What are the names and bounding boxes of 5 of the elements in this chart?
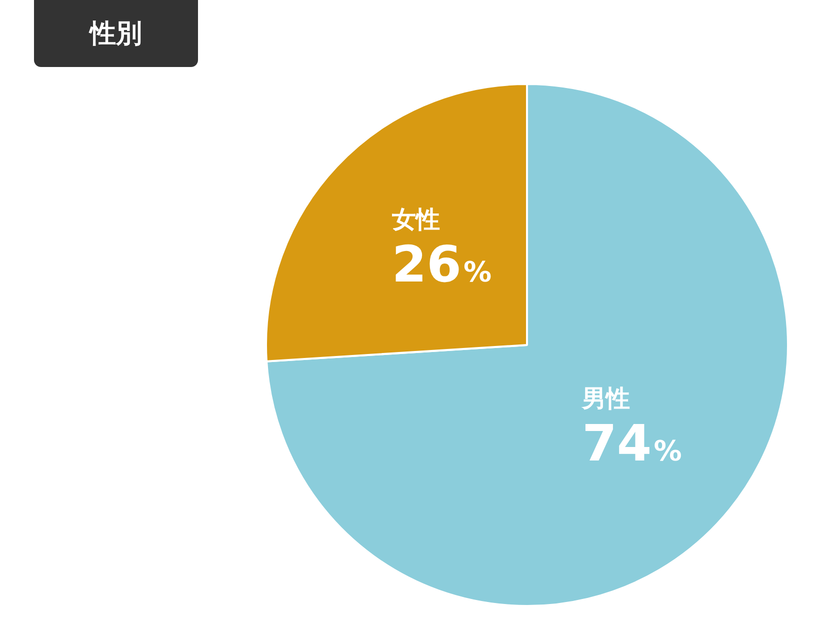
data-label: 74% — [582, 414, 682, 472]
data-label: 26% — [392, 236, 492, 294]
chart-title: 性別 — [34, 0, 198, 67]
slice-label: 男性 — [581, 384, 630, 412]
slice-label: 女性 — [390, 206, 440, 234]
